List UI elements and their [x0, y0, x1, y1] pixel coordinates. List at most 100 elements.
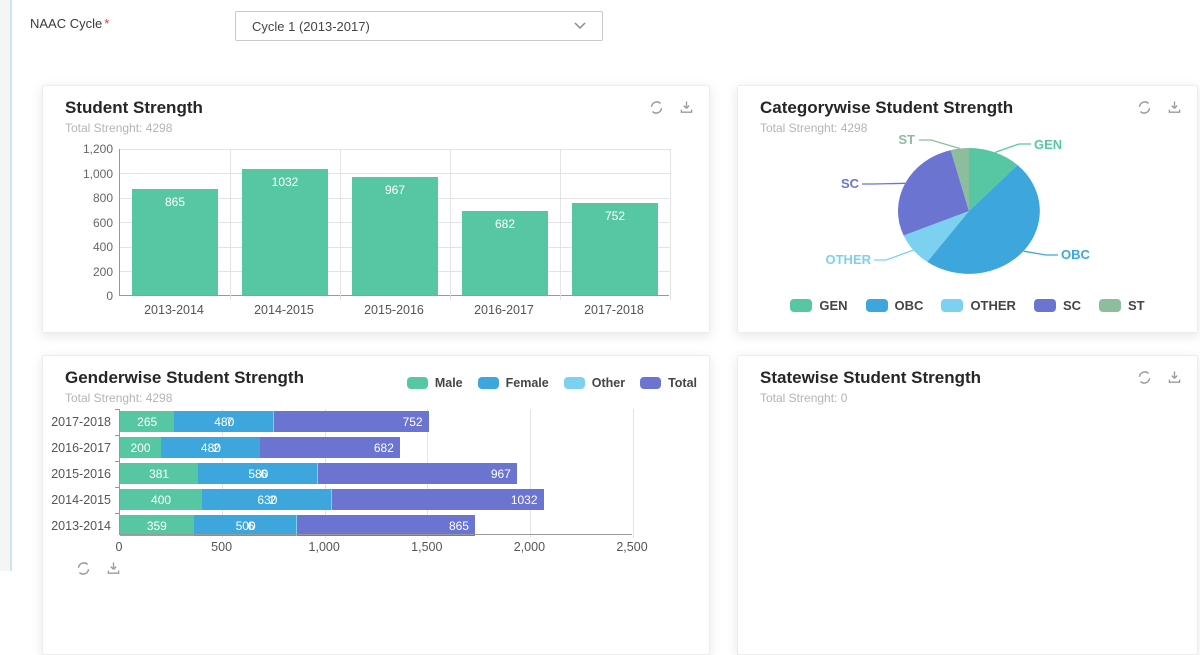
row-label-text: 2013-2014: [51, 519, 111, 533]
legend-item-total[interactable]: Total: [640, 376, 697, 390]
y-tick-label: 600: [43, 216, 113, 230]
y-axis-tick: [115, 435, 120, 436]
bar-segment-total[interactable]: 865: [297, 515, 474, 536]
legend-swatch: [866, 299, 888, 312]
refresh-icon[interactable]: [75, 560, 92, 577]
other-value-label-overlap: 6: [248, 519, 255, 533]
pie-slice-label: SC: [841, 176, 860, 191]
legend-item-st[interactable]: ST: [1099, 298, 1145, 313]
legend-item-obc[interactable]: OBC: [866, 298, 924, 313]
pie-label-leader: [995, 144, 1031, 152]
legend-item-male[interactable]: Male: [407, 376, 463, 390]
y-tick-label: 0: [43, 289, 113, 303]
y-tick-label: 800: [43, 191, 113, 205]
legend-item-sc[interactable]: SC: [1034, 298, 1081, 313]
genderwise-card: Genderwise Student Strength Total Streng…: [42, 355, 710, 655]
bar-value-label: 752: [572, 209, 658, 223]
v-gridline: [633, 409, 634, 538]
bar-segment-male[interactable]: 359: [120, 515, 194, 536]
y-tick-label: 400: [43, 240, 113, 254]
total-strength-subtitle: Total Strenght: 4298: [65, 391, 172, 405]
pie-slice-label: OBC: [1061, 247, 1091, 262]
bar-value-label: 865: [132, 195, 218, 209]
download-icon[interactable]: [1166, 369, 1183, 386]
bar-segment-total[interactable]: 682: [260, 437, 400, 458]
card-title: Genderwise Student Strength: [65, 368, 304, 388]
naac-cycle-selected-value: Cycle 1 (2013-2017): [252, 19, 574, 34]
legend-item-other[interactable]: Other: [564, 376, 625, 390]
refresh-icon[interactable]: [648, 99, 665, 116]
x-tick-label: 1,000: [309, 540, 340, 554]
download-icon[interactable]: [1166, 99, 1183, 116]
legend-label: Other: [592, 376, 625, 390]
legend-item-other[interactable]: OTHER: [941, 298, 1016, 313]
bar-segment-male[interactable]: 381: [120, 463, 198, 484]
total-strength-subtitle: Total Strenght: 4298: [65, 121, 172, 135]
row-label: 2013-2014: [43, 515, 111, 536]
x-tick-label: 2013-2014: [119, 303, 229, 317]
card-title: Statewise Student Strength: [760, 368, 981, 388]
bar-segment-total[interactable]: 1032: [332, 489, 544, 510]
row-label-text: 2016-2017: [51, 441, 111, 455]
v-gridline: [560, 149, 561, 300]
legend-label: Female: [506, 376, 549, 390]
y-axis-tick: [115, 461, 120, 462]
bar-segment-male[interactable]: 400: [120, 489, 202, 510]
bar[interactable]: 865: [132, 189, 218, 295]
h-gridline: [120, 173, 670, 174]
bar-segment-total[interactable]: 967: [318, 463, 516, 484]
bar[interactable]: 752: [572, 203, 658, 295]
y-tick-label: 200: [43, 265, 113, 279]
bar[interactable]: 967: [352, 177, 438, 295]
naac-cycle-label-text: NAAC Cycle: [30, 16, 102, 31]
row-label-text: 2017-2018: [51, 415, 111, 429]
legend-swatch: [478, 377, 499, 389]
other-value-label-overlap: 2: [213, 441, 220, 455]
bar-segment-total[interactable]: 752: [274, 411, 428, 432]
filter-bar: NAAC Cycle* Cycle 1 (2013-2017): [12, 0, 1200, 68]
bar-segment-male[interactable]: 265: [120, 411, 174, 432]
legend-label: Total: [668, 376, 697, 390]
bar[interactable]: 682: [462, 211, 548, 295]
legend-item-gen[interactable]: GEN: [790, 298, 847, 313]
x-tick-label: 1,500: [411, 540, 442, 554]
naac-cycle-dropdown[interactable]: Cycle 1 (2013-2017): [235, 11, 603, 41]
row-label-text: 2015-2016: [51, 467, 111, 481]
v-gridline: [230, 149, 231, 300]
legend-label: GEN: [819, 298, 847, 313]
legend-swatch: [1099, 299, 1121, 312]
pie-legend: GEN OBC OTHER SC ST: [738, 298, 1197, 313]
legend-label: ST: [1128, 298, 1145, 313]
download-icon[interactable]: [678, 99, 695, 116]
x-tick-label: 500: [211, 540, 232, 554]
y-axis-tick: [115, 513, 120, 514]
download-icon[interactable]: [105, 560, 122, 577]
statewise-card: Statewise Student Strength Total Strengh…: [737, 355, 1198, 655]
card-title: Categorywise Student Strength: [760, 98, 1013, 118]
legend-swatch: [640, 377, 661, 389]
bar[interactable]: 1032: [242, 169, 328, 295]
refresh-icon[interactable]: [1136, 369, 1153, 386]
legend-swatch: [790, 299, 812, 312]
row-label-text: 2014-2015: [51, 493, 111, 507]
legend-item-female[interactable]: Female: [478, 376, 549, 390]
v-gridline: [450, 149, 451, 300]
row-label: 2016-2017: [43, 437, 111, 458]
x-tick-label: 2,000: [514, 540, 545, 554]
bar-segment-male[interactable]: 200: [120, 437, 161, 458]
gender-chart-axis-line: [119, 534, 632, 535]
gender-legend: Male Female Other Total: [407, 376, 697, 390]
page-left-accent-line: [10, 0, 12, 571]
bar-value-label: 1032: [242, 175, 328, 189]
legend-label: SC: [1063, 298, 1081, 313]
refresh-icon[interactable]: [1136, 99, 1153, 116]
pie-slice-label: OTHER: [826, 252, 872, 267]
